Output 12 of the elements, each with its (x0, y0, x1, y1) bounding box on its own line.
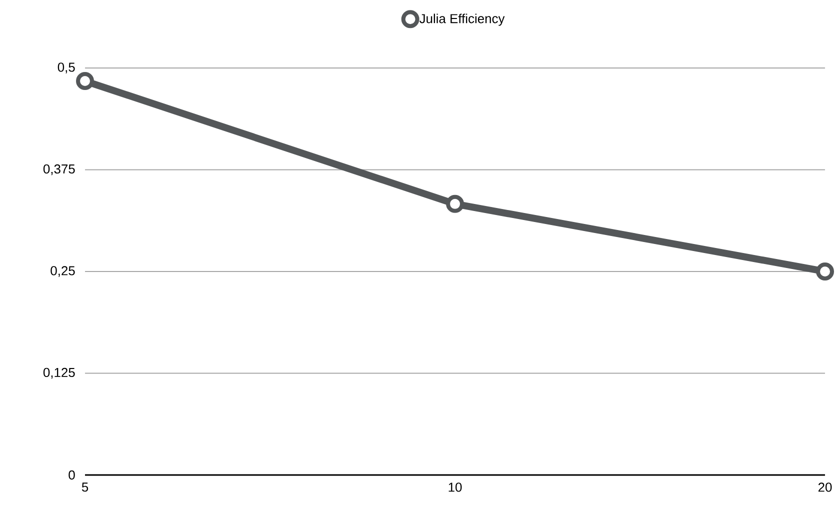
y-tick-label: 0,5 (58, 62, 75, 74)
x-tick-label: 5 (82, 482, 88, 492)
y-tick-label: 0,125 (43, 368, 75, 379)
point (446, 194, 464, 213)
point (76, 72, 94, 90)
y-tick-label: 0,375 (43, 164, 75, 176)
y-tick-label: 0 (68, 470, 75, 480)
legend-label: Julia Efficiency (420, 14, 505, 26)
point (816, 262, 834, 280)
x-tick-label: 20 (818, 482, 832, 492)
x-tick-label: 10 (448, 482, 462, 492)
y-tick-label: 0,25 (50, 266, 75, 277)
